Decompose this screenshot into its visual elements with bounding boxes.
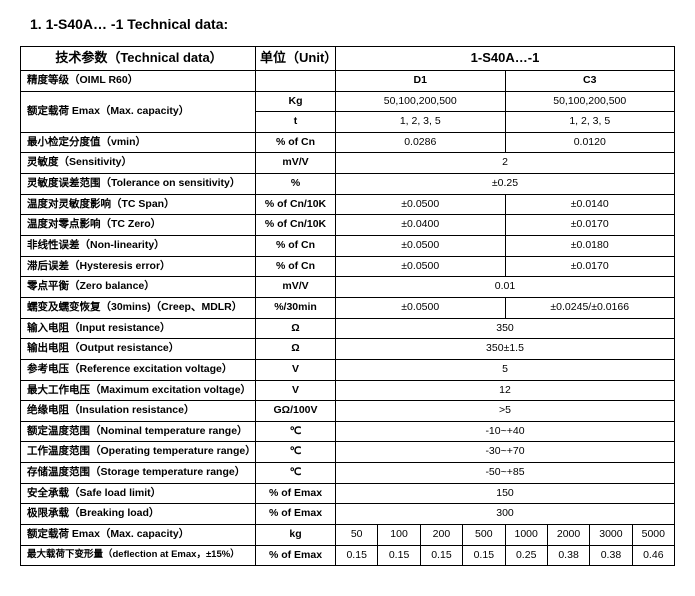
nonlin-d1: ±0.0500 xyxy=(336,236,506,257)
row-insr-label: 绝缘电阻（Insulation resistance） xyxy=(21,401,256,422)
emax2-c1: 100 xyxy=(378,524,420,545)
row-defl-label: 最大载荷下变形量（deflection at Emax，±15%） xyxy=(21,545,256,566)
page-title: 1. 1-S40A… -1 Technical data: xyxy=(30,16,675,32)
hdr-param: 技术参数（Technical data） xyxy=(21,47,256,71)
row-emax-label: 额定载荷 Emax（Max. capacity） xyxy=(21,91,256,132)
insr-val: >5 xyxy=(336,401,675,422)
row-creep-unit: %/30min xyxy=(256,297,336,318)
row-rout-unit: Ω xyxy=(256,339,336,360)
row-vmin-label: 最小检定分度值（vmin） xyxy=(21,132,256,153)
rin-val: 350 xyxy=(336,318,675,339)
row-emax2-label: 额定载荷 Emax（Max. capacity） xyxy=(21,524,256,545)
row-insr-unit: GΩ/100V xyxy=(256,401,336,422)
defl-v6: 0.38 xyxy=(590,545,632,566)
row-zerobal-label: 零点平衡（Zero balance） xyxy=(21,277,256,298)
emax2-c4: 1000 xyxy=(505,524,547,545)
row-optemp-unit: ℃ xyxy=(256,442,336,463)
maxv-val: 12 xyxy=(336,380,675,401)
row-sens-unit: mV/V xyxy=(256,153,336,174)
row-accuracy-unit xyxy=(256,70,336,91)
row-safeload-label: 安全承载（Safe load limit） xyxy=(21,483,256,504)
row-tcspan-unit: % of Cn/10K xyxy=(256,194,336,215)
rout-val: 350±1.5 xyxy=(336,339,675,360)
row-sttemp-unit: ℃ xyxy=(256,463,336,484)
row-nonlin-label: 非线性误差（Non-linearity） xyxy=(21,236,256,257)
row-sens-label: 灵敏度（Sensitivity） xyxy=(21,153,256,174)
defl-v2: 0.15 xyxy=(420,545,462,566)
defl-v0: 0.15 xyxy=(336,545,378,566)
defl-v3: 0.15 xyxy=(463,545,505,566)
row-hyst-unit: % of Cn xyxy=(256,256,336,277)
col-c3: C3 xyxy=(505,70,675,91)
hyst-c3: ±0.0170 xyxy=(505,256,675,277)
row-accuracy-label: 精度等级（OIML R60） xyxy=(21,70,256,91)
emax2-c2: 200 xyxy=(420,524,462,545)
emax-c3-t: 1, 2, 3, 5 xyxy=(505,112,675,133)
row-creep-label: 蠕变及蠕变恢复（30mins)（Creep、MDLR） xyxy=(21,297,256,318)
technical-data-table: 技术参数（Technical data） 单位（Unit） 1-S40A…-1 … xyxy=(20,46,675,566)
sens-val: 2 xyxy=(336,153,675,174)
emax2-c3: 500 xyxy=(463,524,505,545)
row-rout-label: 输出电阻（Output resistance） xyxy=(21,339,256,360)
tcspan-c3: ±0.0140 xyxy=(505,194,675,215)
emax-c3-kg: 50,100,200,500 xyxy=(505,91,675,112)
vmin-d1: 0.0286 xyxy=(336,132,506,153)
row-sttemp-label: 存储温度范围（Storage temperature range） xyxy=(21,463,256,484)
sttemp-val: -50~+85 xyxy=(336,463,675,484)
defl-v7: 0.46 xyxy=(632,545,674,566)
tcspan-d1: ±0.0500 xyxy=(336,194,506,215)
refv-val: 5 xyxy=(336,359,675,380)
zerobal-val: 0.01 xyxy=(336,277,675,298)
row-refv-label: 参考电压（Reference excitation voltage） xyxy=(21,359,256,380)
tczero-c3: ±0.0170 xyxy=(505,215,675,236)
emax2-c5: 2000 xyxy=(547,524,589,545)
row-defl-unit: % of Emax xyxy=(256,545,336,566)
creep-c3: ±0.0245/±0.0166 xyxy=(505,297,675,318)
hdr-product: 1-S40A…-1 xyxy=(336,47,675,71)
defl-v4: 0.25 xyxy=(505,545,547,566)
row-emax-unit1: Kg xyxy=(256,91,336,112)
col-d1: D1 xyxy=(336,70,506,91)
nonlin-c3: ±0.0180 xyxy=(505,236,675,257)
row-maxv-label: 最大工作电压（Maximum excitation voltage） xyxy=(21,380,256,401)
breakload-val: 300 xyxy=(336,504,675,525)
row-safeload-unit: % of Emax xyxy=(256,483,336,504)
row-nomtemp-label: 额定温度范围（Nominal temperature range） xyxy=(21,421,256,442)
row-maxv-unit: V xyxy=(256,380,336,401)
nomtemp-val: -10~+40 xyxy=(336,421,675,442)
row-emax2-unit: kg xyxy=(256,524,336,545)
emax-d1-kg: 50,100,200,500 xyxy=(336,91,506,112)
row-tolsens-unit: % xyxy=(256,174,336,195)
row-optemp-label: 工作温度范围（Operating temperature range） xyxy=(21,442,256,463)
row-rin-label: 输入电阻（Input resistance） xyxy=(21,318,256,339)
row-zerobal-unit: mV/V xyxy=(256,277,336,298)
emax-d1-t: 1, 2, 3, 5 xyxy=(336,112,506,133)
row-breakload-label: 极限承载（Breaking load） xyxy=(21,504,256,525)
row-tolsens-label: 灵敏度误差范围（Tolerance on sensitivity） xyxy=(21,174,256,195)
emax2-c0: 50 xyxy=(336,524,378,545)
tolsens-val: ±0.25 xyxy=(336,174,675,195)
row-vmin-unit: % of Cn xyxy=(256,132,336,153)
row-refv-unit: V xyxy=(256,359,336,380)
row-tcspan-label: 温度对灵敏度影响（TC Span） xyxy=(21,194,256,215)
emax2-c7: 5000 xyxy=(632,524,674,545)
row-tczero-label: 温度对零点影响（TC Zero） xyxy=(21,215,256,236)
creep-d1: ±0.0500 xyxy=(336,297,506,318)
optemp-val: -30~+70 xyxy=(336,442,675,463)
row-breakload-unit: % of Emax xyxy=(256,504,336,525)
hdr-unit: 单位（Unit） xyxy=(256,47,336,71)
row-tczero-unit: % of Cn/10K xyxy=(256,215,336,236)
row-hyst-label: 滞后误差（Hysteresis error） xyxy=(21,256,256,277)
row-nomtemp-unit: ℃ xyxy=(256,421,336,442)
vmin-c3: 0.0120 xyxy=(505,132,675,153)
safeload-val: 150 xyxy=(336,483,675,504)
row-nonlin-unit: % of Cn xyxy=(256,236,336,257)
row-emax-unit2: t xyxy=(256,112,336,133)
hyst-d1: ±0.0500 xyxy=(336,256,506,277)
defl-v1: 0.15 xyxy=(378,545,420,566)
tczero-d1: ±0.0400 xyxy=(336,215,506,236)
emax2-c6: 3000 xyxy=(590,524,632,545)
row-rin-unit: Ω xyxy=(256,318,336,339)
defl-v5: 0.38 xyxy=(547,545,589,566)
